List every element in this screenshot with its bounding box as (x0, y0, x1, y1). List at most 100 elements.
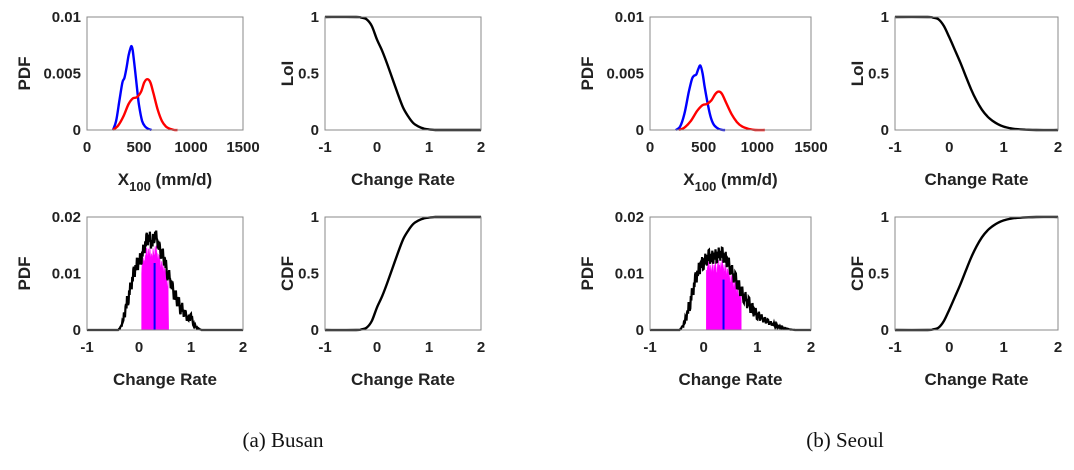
axes-box (324, 16, 482, 131)
series-line-blue (675, 64, 726, 132)
x-tick-label: 0 (646, 139, 654, 156)
x-tick-label: 1500 (226, 139, 259, 156)
x-tick-label: 0 (83, 139, 91, 156)
y-tick-label: 0.01 (615, 9, 644, 26)
caption-seoul: (b) Seoul (806, 428, 884, 452)
y-tick-label: 0.01 (615, 266, 644, 283)
axes-box (649, 16, 812, 131)
x-tick-label: 1000 (174, 139, 207, 156)
axes-box (324, 216, 482, 331)
x-tick-label: 2 (1054, 139, 1062, 156)
x-tick-label: 0 (373, 339, 381, 356)
y-tick-label: 1 (881, 209, 889, 226)
x-axis-label: Change Rate (679, 370, 783, 389)
y-axis-label: CDF (848, 256, 867, 291)
x-tick-label: -1 (318, 339, 331, 356)
x-tick-label: 0 (945, 339, 953, 356)
series-line-cdf (894, 215, 1059, 332)
x-tick-label: 2 (477, 139, 485, 156)
x-tick-label: -1 (888, 339, 901, 356)
y-tick-label: 1 (881, 9, 889, 26)
axes-box (86, 216, 244, 331)
y-tick-label: 0.01 (52, 266, 81, 283)
y-tick-label: 0 (73, 122, 81, 139)
x-tick-label: 1000 (741, 139, 774, 156)
series-line-blue (111, 44, 152, 132)
x-tick-label: 500 (691, 139, 716, 156)
y-tick-label: 0.005 (43, 66, 81, 83)
y-tick-label: 0 (881, 122, 889, 139)
y-tick-label: 1 (311, 9, 319, 26)
axes-box (894, 16, 1059, 131)
x-axis-label: X100 (mm/d) (683, 170, 777, 194)
caption-busan: (a) Busan (242, 428, 324, 452)
y-tick-label: 0.5 (298, 66, 319, 83)
y-tick-label: 0.5 (868, 66, 889, 83)
x-tick-label: 1 (999, 339, 1007, 356)
series-line-loi (894, 15, 1059, 132)
axes-box (86, 16, 244, 131)
y-tick-label: 0 (636, 122, 644, 139)
x-tick-label: 1 (999, 139, 1007, 156)
y-tick-label: 1 (311, 209, 319, 226)
x-tick-label: 1500 (794, 139, 827, 156)
x-tick-label: 500 (126, 139, 151, 156)
x-tick-label: 0 (699, 339, 707, 356)
y-tick-label: 0 (636, 322, 644, 339)
y-axis-label: PDF (15, 57, 34, 91)
x-label-units: (mm/d) (151, 170, 212, 189)
y-axis-label: LoI (278, 61, 297, 87)
x-tick-label: 2 (239, 339, 247, 356)
y-tick-label: 0.02 (52, 209, 81, 226)
x-tick-label: 2 (477, 339, 485, 356)
series-line-red (112, 77, 178, 132)
x-axis-label: Change Rate (925, 370, 1029, 389)
x-label-subscript: 100 (129, 179, 151, 194)
x-axis-label: Change Rate (351, 170, 455, 189)
y-axis-label: PDF (578, 257, 597, 291)
x-tick-label: 2 (1054, 339, 1062, 356)
x-axis-label: Change Rate (113, 370, 217, 389)
x-tick-label: 2 (807, 339, 815, 356)
x-label-units: (mm/d) (716, 170, 777, 189)
axes-box (649, 216, 812, 331)
x-axis-label: X100 (mm/d) (118, 170, 212, 194)
x-tick-label: -1 (318, 139, 331, 156)
x-label-subscript: 100 (695, 179, 717, 194)
x-axis-label: Change Rate (351, 370, 455, 389)
x-tick-label: 1 (187, 339, 195, 356)
x-tick-label: 0 (945, 139, 953, 156)
x-tick-label: -1 (643, 339, 656, 356)
y-tick-label: 0.005 (606, 66, 644, 83)
series-line-cdf (324, 215, 481, 332)
y-axis-label: PDF (578, 57, 597, 91)
y-tick-label: 0.02 (615, 209, 644, 226)
x-tick-label: -1 (80, 339, 93, 356)
y-tick-label: 0.5 (298, 266, 319, 283)
y-tick-label: 0 (311, 322, 319, 339)
axes-box (894, 216, 1059, 331)
x-label-main: X (118, 170, 130, 189)
y-axis-label: PDF (15, 257, 34, 291)
x-tick-label: 1 (753, 339, 761, 356)
x-tick-label: 1 (425, 139, 433, 156)
series-line-red (678, 90, 765, 132)
y-tick-label: 0 (73, 322, 81, 339)
y-tick-label: 0.5 (868, 266, 889, 283)
x-tick-label: 0 (373, 139, 381, 156)
x-tick-label: 1 (425, 339, 433, 356)
x-tick-label: -1 (888, 139, 901, 156)
panel-busan-0: 0 500 1000 1500 0 0.005 0.01 PDF X100 (mm/d) (15, 9, 260, 194)
series-line-loi (324, 15, 481, 132)
y-tick-label: 0 (311, 122, 319, 139)
x-axis-label: Change Rate (925, 170, 1029, 189)
y-tick-label: 0 (881, 322, 889, 339)
y-axis-label: CDF (278, 256, 297, 291)
